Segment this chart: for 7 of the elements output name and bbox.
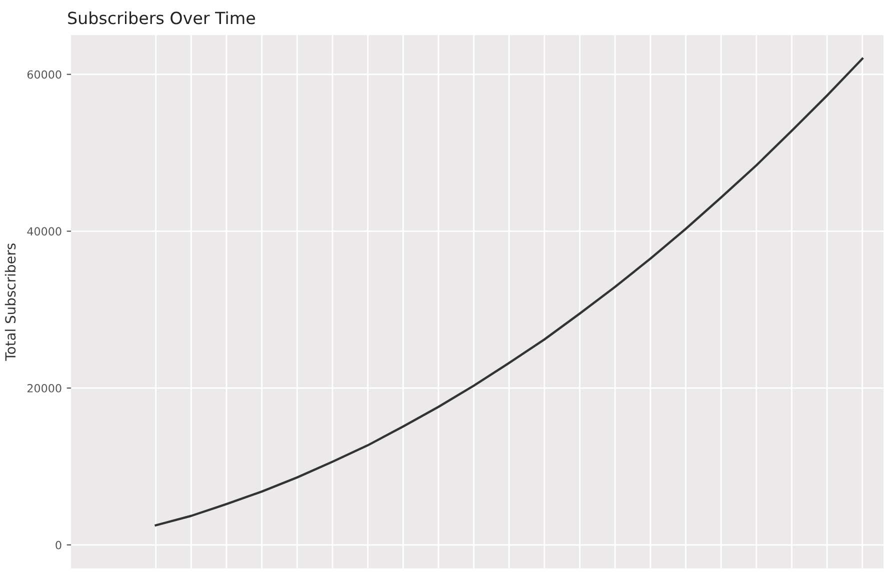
- y-tick-label: 40000: [27, 227, 62, 236]
- y-tick-label: 60000: [27, 70, 62, 79]
- y-tick-label: 0: [56, 540, 62, 550]
- y-tick-label: 20000: [27, 384, 62, 392]
- line-series: [154, 58, 864, 526]
- y-axis-title: Total Subscribers: [4, 243, 16, 361]
- chart-title: Subscribers Over Time: [68, 11, 255, 24]
